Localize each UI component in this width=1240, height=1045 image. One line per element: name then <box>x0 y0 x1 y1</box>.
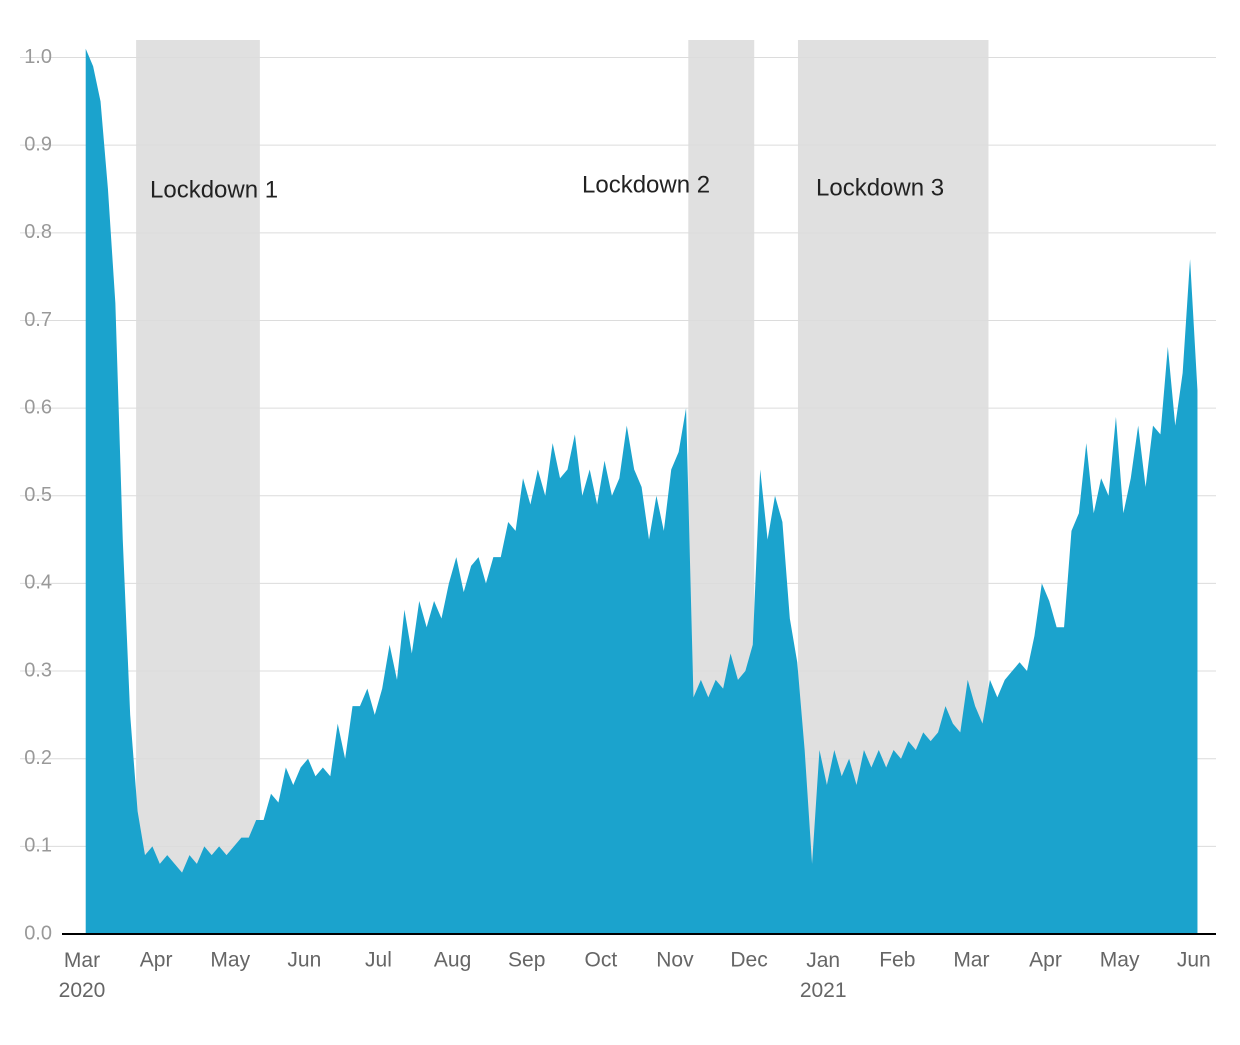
x-tick-label-line: Jan <box>806 949 840 972</box>
x-tick-label: Feb <box>879 949 915 972</box>
x-tick-label: Apr <box>1029 949 1062 972</box>
x-tick-label: Mar 2020 <box>59 949 106 1002</box>
x-tick-label: Nov <box>656 949 694 972</box>
lockdown-band <box>136 40 260 934</box>
x-tick-label: Jul <box>365 949 392 972</box>
y-tick-label: 0.7 <box>24 309 52 331</box>
x-tick-label: Jun <box>287 949 321 972</box>
y-tick-label: 1.0 <box>24 46 52 68</box>
y-tick-label: 0.4 <box>24 572 52 594</box>
y-tick-label: 0.1 <box>24 835 52 857</box>
x-tick-label: Aug <box>434 949 471 972</box>
x-tick-label-line: 2021 <box>800 979 847 1002</box>
x-tick-label-line: Mar <box>64 949 100 972</box>
y-tick-label: 0.5 <box>24 484 52 506</box>
x-tick-label: Mar <box>953 949 989 972</box>
lockdown-label: Lockdown 1 <box>150 176 278 203</box>
x-tick-label: May <box>1100 949 1140 972</box>
y-tick-label: 0.3 <box>24 659 52 681</box>
x-tick-label: Sep <box>508 949 545 972</box>
x-tick-label: May <box>210 949 250 972</box>
lockdown-label: Lockdown 3 <box>816 174 944 201</box>
y-tick-label: 0.6 <box>24 396 52 418</box>
x-tick-label: Dec <box>730 949 767 972</box>
x-tick-label: Apr <box>140 949 173 972</box>
x-tick-label: Jan 2021 <box>800 949 847 1002</box>
y-tick-label: 0.9 <box>24 133 52 155</box>
y-tick-label: 0.0 <box>24 922 52 944</box>
x-tick-label-line: 2020 <box>59 979 106 1002</box>
area <box>85 48 1198 934</box>
y-tick-label: 0.8 <box>24 221 52 243</box>
x-tick-label: Oct <box>584 949 617 972</box>
x-tick-label: Jun <box>1177 949 1211 972</box>
y-tick-label: 0.2 <box>24 747 52 769</box>
lockdown-label: Lockdown 2 <box>582 171 710 198</box>
